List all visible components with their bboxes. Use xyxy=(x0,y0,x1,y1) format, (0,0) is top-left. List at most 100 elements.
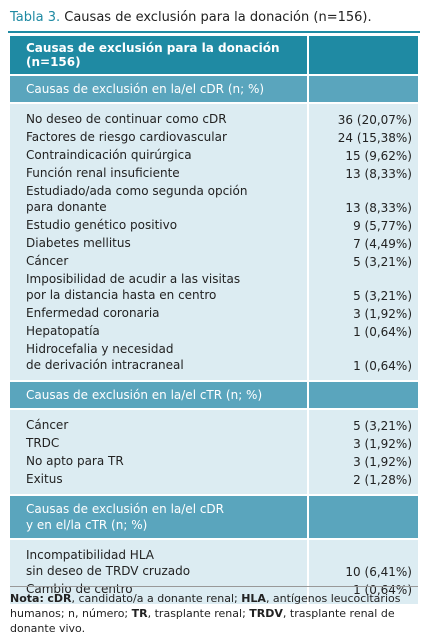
row-label: Hidrocefalia y necesidad de derivación in… xyxy=(10,340,307,374)
text-line: Hidrocefalia y necesidad xyxy=(26,342,174,356)
text-line: No deseo de continuar como cDR xyxy=(26,112,227,126)
header-empty xyxy=(307,36,418,74)
text-line: Contraindicación quirúrgica xyxy=(26,148,192,162)
spacer xyxy=(307,540,418,546)
section-body: No deseo de continuar como cDR 36 (20,07%… xyxy=(10,102,418,380)
table-row: Enfermedad coronaria 3 (1,92%) xyxy=(10,304,418,322)
row-label: Cáncer xyxy=(10,416,307,434)
note-term: HLA xyxy=(241,592,266,605)
header-row: Causas de exclusión para la donación (n=… xyxy=(10,36,418,74)
row-value: 7 (4,49%) xyxy=(307,234,418,252)
table-row: Diabetes mellitus 7 (4,49%) xyxy=(10,234,418,252)
text-line: Causas de exclusión en la/el cDR (n; %) xyxy=(26,82,265,96)
row-value: 3 (1,92%) xyxy=(307,452,418,470)
text-line: Imposibilidad de acudir a las visitas xyxy=(26,272,241,286)
text-line: de derivación intracraneal xyxy=(26,358,184,372)
section-heading-empty xyxy=(307,76,418,102)
text-line: Diabetes mellitus xyxy=(26,236,131,250)
table-row: Hidrocefalia y necesidad de derivación in… xyxy=(10,340,418,374)
row-label: Estudiado/ada como segunda opción para do… xyxy=(10,182,307,216)
row-label: Imposibilidad de acudir a las visitas por… xyxy=(10,270,307,304)
spacer xyxy=(10,374,307,380)
row-label: TRDC xyxy=(10,434,307,452)
note-text: , candidato/a a donante renal; xyxy=(71,592,242,605)
spacer-row xyxy=(10,598,418,604)
section-body: Cáncer 5 (3,21%) TRDC 3 (1,92%) No apto para… xyxy=(10,408,418,494)
text-line: Cáncer xyxy=(26,254,69,268)
row-label: Enfermedad coronaria xyxy=(10,304,307,322)
text-line: Función renal insuficiente xyxy=(26,166,180,180)
spacer-row xyxy=(10,410,418,416)
row-value: 1 (0,64%) xyxy=(307,322,418,340)
row-value: 1 (0,64%) xyxy=(307,340,418,374)
row-label: Cáncer xyxy=(10,252,307,270)
text-line: No apto para TR xyxy=(26,454,124,468)
table-row: Contraindicación quirúrgica 15 (9,62%) xyxy=(10,146,418,164)
section-heading: Causas de exclusión en la/el cDR y en el/… xyxy=(10,496,307,538)
section-heading-empty xyxy=(307,382,418,408)
table-row: Imposibilidad de acudir a las visitas por… xyxy=(10,270,418,304)
table-row: Estudio genético positivo 9 (5,77%) xyxy=(10,216,418,234)
row-value: 9 (5,77%) xyxy=(307,216,418,234)
note-text: , trasplante renal de donante vivo. xyxy=(10,607,395,635)
row-label: Exitus xyxy=(10,470,307,488)
table-title: Tabla 3. Causas de exclusión para la don… xyxy=(10,10,372,25)
row-value: 13 (8,33%) xyxy=(307,164,418,182)
row-value: 36 (20,07%) xyxy=(307,110,418,128)
note: Nota: cDR, candidato/a a donante renal; … xyxy=(10,586,418,636)
spacer xyxy=(307,488,418,494)
table: Causas de exclusión para la donación (n=… xyxy=(10,36,418,604)
table-row: Exitus 2 (1,28%) xyxy=(10,470,418,488)
section-heading: Causas de exclusión en la/el cDR (n; %) xyxy=(10,76,307,102)
row-label: Hepatopatía xyxy=(10,322,307,340)
section-heading: Causas de exclusión en la/el cTR (n; %) xyxy=(10,382,307,408)
spacer-row xyxy=(10,540,418,546)
row-value: 3 (1,92%) xyxy=(307,434,418,452)
table-row: Incompatibilidad HLA sin deseo de TRDV cr… xyxy=(10,546,418,580)
text-line: sin deseo de TRDV cruzado xyxy=(26,564,191,578)
text-line: Enfermedad coronaria xyxy=(26,306,160,320)
note-label: Nota: xyxy=(10,592,44,605)
table-row: Cáncer 5 (3,21%) xyxy=(10,416,418,434)
section-heading-row: Causas de exclusión en la/el cDR (n; %) xyxy=(10,74,418,102)
spacer-row xyxy=(10,374,418,380)
row-label: Factores de riesgo cardiovascular xyxy=(10,128,307,146)
table-row: No apto para TR 3 (1,92%) xyxy=(10,452,418,470)
text-line: Cambio de centro xyxy=(26,582,133,596)
spacer xyxy=(10,488,307,494)
note-text: , antígenos leucocitarios humanos; n, nú… xyxy=(10,592,401,620)
row-value: 5 (3,21%) xyxy=(307,270,418,304)
row-label: Contraindicación quirúrgica xyxy=(10,146,307,164)
text-line: TRDC xyxy=(26,436,60,450)
title-rule xyxy=(8,31,420,33)
spacer-row xyxy=(10,488,418,494)
section-heading-row: Causas de exclusión en la/el cDR y en el/… xyxy=(10,494,418,538)
text-line: Incompatibilidad HLA xyxy=(26,548,154,562)
row-label: Función renal insuficiente xyxy=(10,164,307,182)
text-line: Hepatopatía xyxy=(26,324,100,338)
text-line: Cáncer xyxy=(26,418,69,432)
note-term: cDR xyxy=(47,592,72,605)
text-line: por la distancia hasta en centro xyxy=(26,288,217,302)
row-label: No apto para TR xyxy=(10,452,307,470)
table-row: Cáncer 5 (3,21%) xyxy=(10,252,418,270)
spacer xyxy=(307,410,418,416)
text-line: Causas de exclusión en la/el cDR xyxy=(26,502,225,516)
note-text: , trasplante renal; xyxy=(147,607,250,620)
row-value: 5 (3,21%) xyxy=(307,416,418,434)
row-value: 5 (3,21%) xyxy=(307,252,418,270)
section-heading-row: Causas de exclusión en la/el cTR (n; %) xyxy=(10,380,418,408)
row-label: Estudio genético positivo xyxy=(10,216,307,234)
text-line: Estudio genético positivo xyxy=(26,218,178,232)
header-cell: Causas de exclusión para la donación (n=… xyxy=(26,41,280,69)
text-line: Estudiado/ada como segunda opción xyxy=(26,184,248,198)
spacer xyxy=(307,374,418,380)
table-row: TRDC 3 (1,92%) xyxy=(10,434,418,452)
row-value: 13 (8,33%) xyxy=(307,182,418,216)
row-label: No deseo de continuar como cDR xyxy=(10,110,307,128)
text-line: Exitus xyxy=(26,472,63,486)
row-value: 10 (6,41%) xyxy=(307,546,418,580)
table-row: Factores de riesgo cardiovascular 24 (15,… xyxy=(10,128,418,146)
row-value: 24 (15,38%) xyxy=(307,128,418,146)
note-term: TR xyxy=(131,607,148,620)
